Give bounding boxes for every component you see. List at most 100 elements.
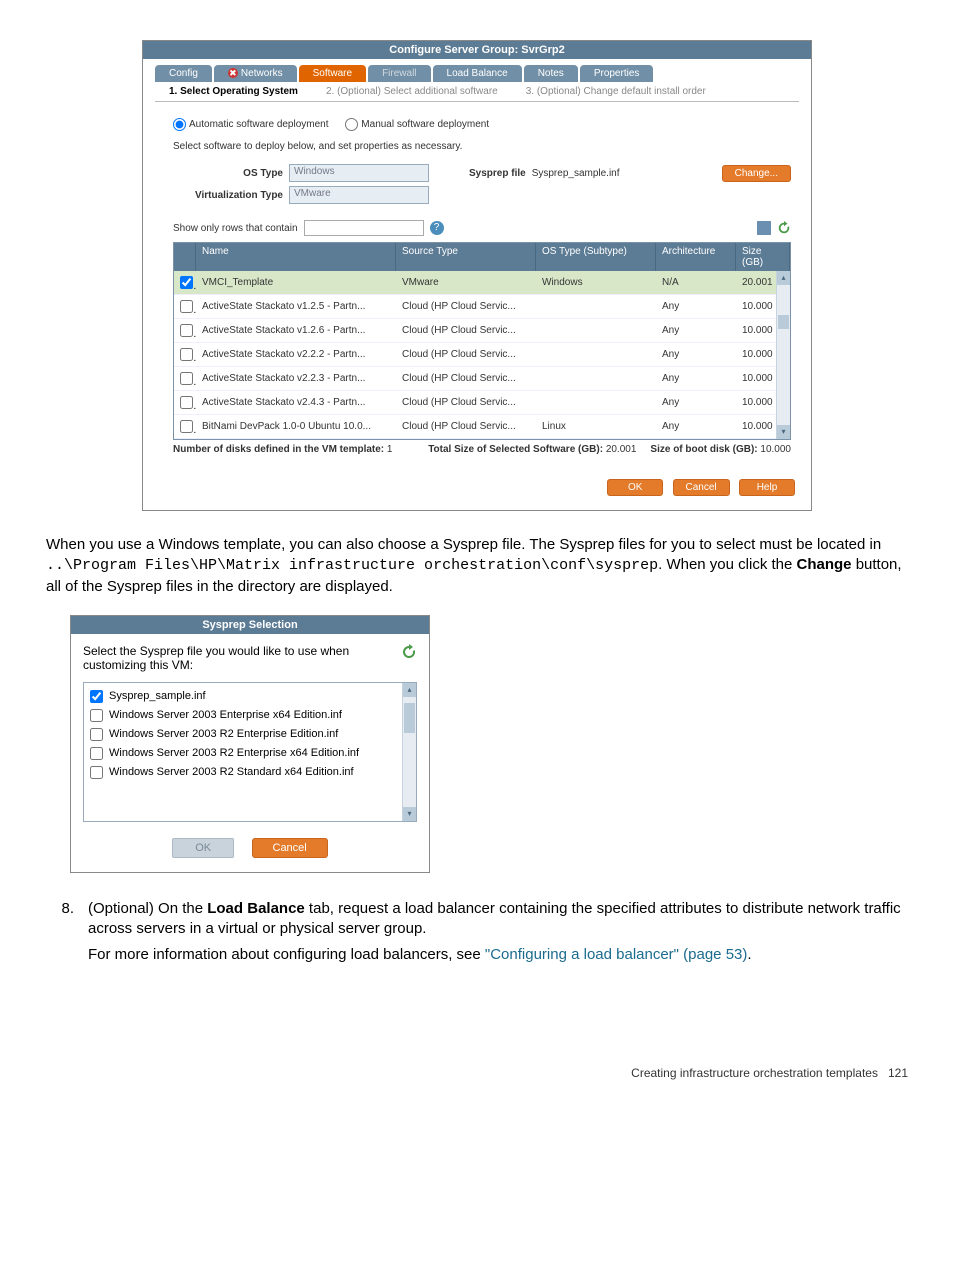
subtab[interactable]: 2. (Optional) Select additional software (312, 82, 512, 101)
cell-ostype (536, 377, 656, 381)
load-balancer-link[interactable]: "Configuring a load balancer" (page 53) (485, 946, 748, 963)
sysprep-dialog-title: Sysprep Selection (71, 616, 429, 634)
cell-name: ActiveState Stackato v1.2.5 - Partn... (196, 299, 396, 314)
tab-notes[interactable]: Notes (524, 65, 578, 82)
radio-auto[interactable]: Automatic software deployment (173, 119, 329, 130)
cell-ostype: Linux (536, 419, 656, 434)
tab-firewall[interactable]: Firewall (368, 65, 430, 82)
item-checkbox[interactable] (90, 766, 103, 779)
table-row[interactable]: ActiveState Stackato v2.2.2 - Partn...Cl… (174, 343, 790, 367)
subtab[interactable]: 1. Select Operating System (155, 82, 312, 101)
col-architecture[interactable]: Architecture (656, 243, 736, 271)
item-checkbox[interactable] (90, 690, 103, 703)
list-scrollbar[interactable]: ▴ ▾ (402, 683, 416, 821)
scroll-up-icon[interactable]: ▴ (777, 271, 790, 285)
sysprep-file-label: Sysprep file (469, 168, 526, 179)
cell-ostype (536, 401, 656, 405)
table-header: Name Source Type OS Type (Subtype) Archi… (174, 243, 790, 271)
columns-icon[interactable] (757, 221, 771, 235)
tab-config[interactable]: Config (155, 65, 212, 82)
refresh-icon[interactable] (777, 221, 791, 235)
filter-input[interactable] (304, 220, 424, 236)
cell-source: Cloud (HP Cloud Servic... (396, 419, 536, 434)
cell-name: ActiveState Stackato v2.4.3 - Partn... (196, 395, 396, 410)
software-table: Name Source Type OS Type (Subtype) Archi… (173, 242, 791, 440)
table-body: VMCI_TemplateVMwareWindowsN/A20.001Activ… (174, 271, 790, 439)
list-item[interactable]: Windows Server 2003 R2 Enterprise Editio… (88, 725, 416, 744)
ok-button[interactable]: OK (607, 479, 663, 496)
scroll-down-icon[interactable]: ▾ (403, 807, 416, 821)
cell-arch: Any (656, 419, 736, 434)
cell-ostype (536, 305, 656, 309)
scroll-thumb[interactable] (404, 703, 415, 733)
scroll-down-icon[interactable]: ▾ (777, 425, 790, 439)
cell-arch: N/A (656, 275, 736, 290)
cell-name: ActiveState Stackato v2.2.2 - Partn... (196, 347, 396, 362)
tab-load-balance[interactable]: Load Balance (433, 65, 522, 82)
table-row[interactable]: VMCI_TemplateVMwareWindowsN/A20.001 (174, 271, 790, 295)
main-tabs: Config✖NetworksSoftwareFirewallLoad Bala… (143, 59, 811, 82)
cell-source: Cloud (HP Cloud Servic... (396, 347, 536, 362)
page-footer: Creating infrastructure orchestration te… (40, 1066, 914, 1080)
row-checkbox[interactable] (180, 372, 193, 385)
table-scrollbar[interactable]: ▴ ▾ (776, 271, 790, 439)
list-item[interactable]: Windows Server 2003 R2 Standard x64 Edit… (88, 763, 416, 782)
col-source-type[interactable]: Source Type (396, 243, 536, 271)
virt-type-select[interactable]: VMware (289, 186, 429, 204)
table-row[interactable]: ActiveState Stackato v1.2.5 - Partn...Cl… (174, 295, 790, 319)
tab-software[interactable]: Software (299, 65, 366, 82)
row-checkbox[interactable] (180, 348, 193, 361)
tab-properties[interactable]: Properties (580, 65, 654, 82)
item-label: Windows Server 2003 Enterprise x64 Editi… (109, 709, 342, 721)
refresh-icon[interactable] (401, 644, 417, 660)
subtab[interactable]: 3. (Optional) Change default install ord… (512, 82, 720, 101)
item-checkbox[interactable] (90, 747, 103, 760)
list-item[interactable]: Sysprep_sample.inf (88, 687, 416, 706)
row-checkbox[interactable] (180, 300, 193, 313)
row-checkbox[interactable] (180, 420, 193, 433)
scroll-up-icon[interactable]: ▴ (403, 683, 416, 697)
radio-manual[interactable]: Manual software deployment (345, 119, 489, 130)
col-size[interactable]: Size (GB) (736, 243, 790, 271)
os-type-select[interactable]: Windows (289, 164, 429, 182)
scroll-thumb[interactable] (778, 315, 789, 329)
table-row[interactable]: ActiveState Stackato v2.2.3 - Partn...Cl… (174, 367, 790, 391)
sysprep-file-list: Sysprep_sample.inf Windows Server 2003 En… (83, 682, 417, 822)
tab-networks[interactable]: ✖Networks (214, 65, 297, 82)
software-panel: Automatic software deployment Manual sof… (143, 102, 811, 469)
item-label: Windows Server 2003 R2 Standard x64 Edit… (109, 766, 354, 778)
cell-arch: Any (656, 347, 736, 362)
table-row[interactable]: ActiveState Stackato v2.4.3 - Partn...Cl… (174, 391, 790, 415)
cell-source: Cloud (HP Cloud Servic... (396, 371, 536, 386)
col-name[interactable]: Name (196, 243, 396, 271)
cancel-button[interactable]: Cancel (673, 479, 730, 496)
sysprep-selection-dialog: Sysprep Selection Select the Sysprep fil… (70, 615, 430, 873)
cancel-button[interactable]: Cancel (252, 838, 328, 858)
list-item[interactable]: Windows Server 2003 Enterprise x64 Editi… (88, 706, 416, 725)
row-checkbox[interactable] (180, 324, 193, 337)
dialog-title: Configure Server Group: SvrGrp2 (143, 41, 811, 59)
os-type-label: OS Type (173, 168, 283, 179)
help-button[interactable]: Help (739, 479, 795, 496)
col-os-type[interactable]: OS Type (Subtype) (536, 243, 656, 271)
item-checkbox[interactable] (90, 709, 103, 722)
sysprep-file-value: Sysprep_sample.inf (532, 168, 620, 179)
cell-name: BitNami DevPack 1.0-0 Ubuntu 10.0... (196, 419, 396, 434)
table-row[interactable]: ActiveState Stackato v1.2.6 - Partn...Cl… (174, 319, 790, 343)
dialog-buttons: OK Cancel Help (143, 469, 811, 510)
virt-type-label: Virtualization Type (173, 190, 283, 201)
panel-instruction: Select software to deploy below, and set… (173, 141, 791, 152)
item-checkbox[interactable] (90, 728, 103, 741)
item-label: Windows Server 2003 R2 Enterprise x64 Ed… (109, 747, 359, 759)
row-checkbox[interactable] (180, 396, 193, 409)
change-button[interactable]: Change... (722, 165, 791, 182)
ok-button[interactable]: OK (172, 838, 234, 858)
table-row[interactable]: BitNami DevPack 1.0-0 Ubuntu 10.0...Clou… (174, 415, 790, 439)
cell-name: ActiveState Stackato v1.2.6 - Partn... (196, 323, 396, 338)
sysprep-prompt: Select the Sysprep file you would like t… (83, 644, 363, 672)
list-item[interactable]: Windows Server 2003 R2 Enterprise x64 Ed… (88, 744, 416, 763)
filter-label: Show only rows that contain (173, 223, 298, 234)
help-icon[interactable]: ? (430, 221, 444, 235)
row-checkbox[interactable] (180, 276, 193, 289)
item-label: Sysprep_sample.inf (109, 690, 206, 702)
